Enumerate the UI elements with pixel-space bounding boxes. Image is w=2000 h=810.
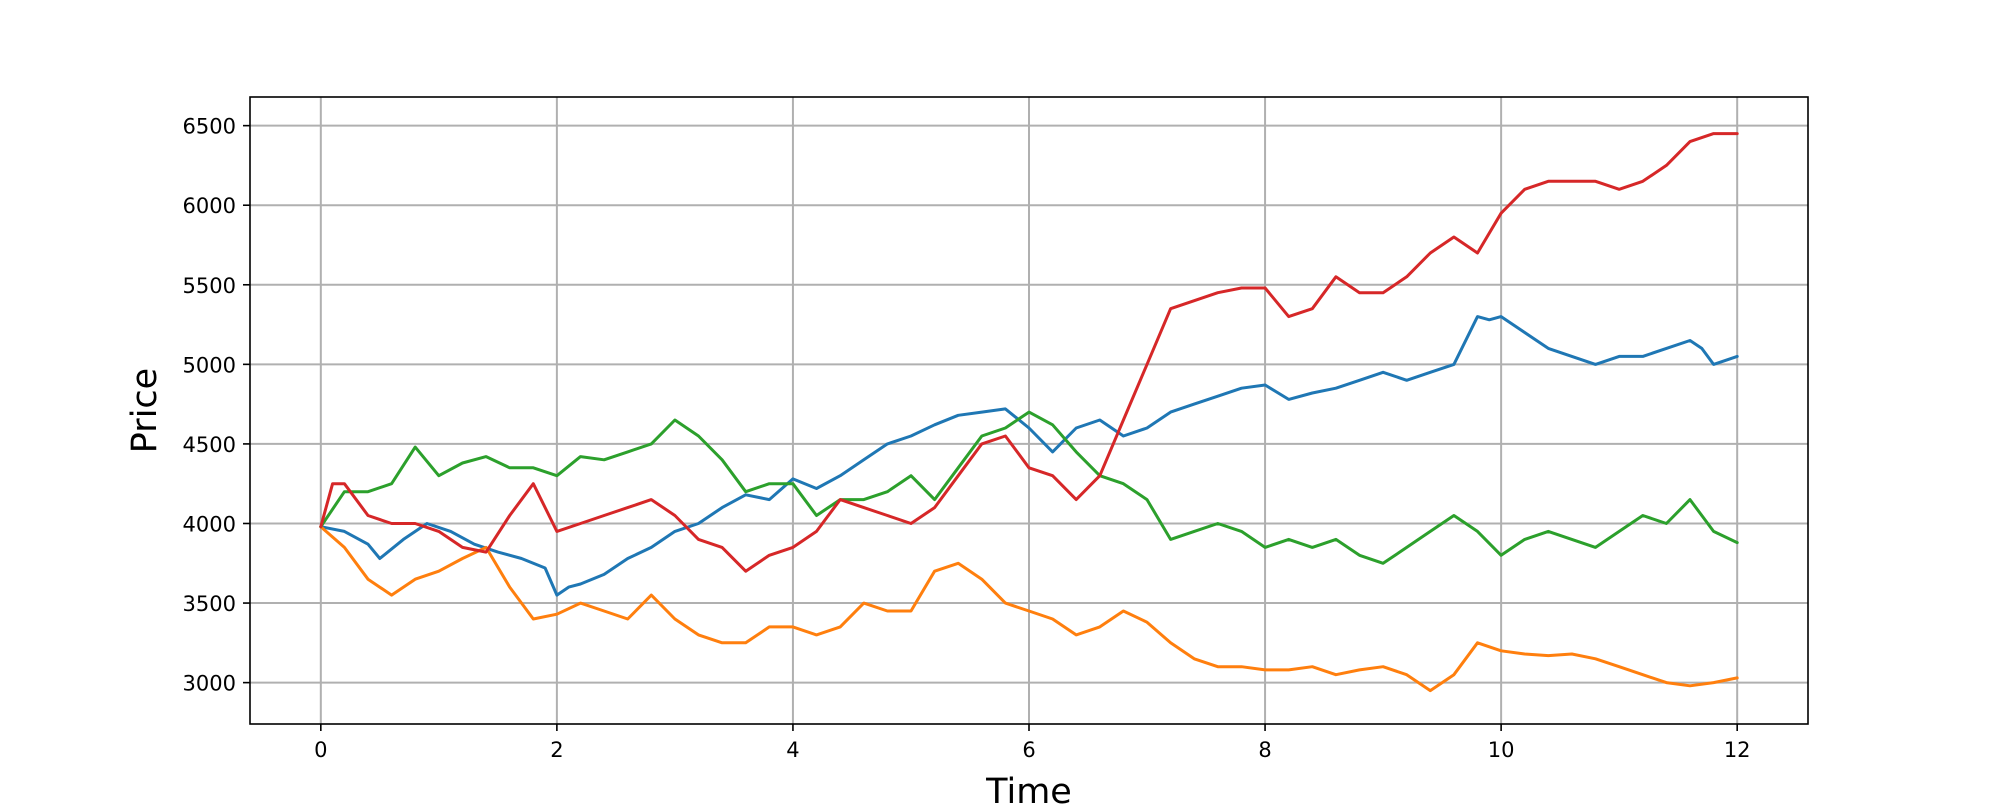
x-tick-label: 4 [786, 738, 799, 762]
y-tick-label: 6000 [183, 194, 236, 218]
series-layer [319, 132, 1739, 693]
y-tick-label: 3500 [183, 592, 236, 616]
y-tick-label: 6500 [183, 115, 236, 139]
series-line-3 [319, 410, 1739, 565]
y-tick-label: 5500 [183, 274, 236, 298]
x-tick-label: 6 [1022, 738, 1035, 762]
x-axis-label: Time [985, 772, 1072, 810]
x-tick-label: 8 [1258, 738, 1271, 762]
axis-ticks: 0 2 4 6 8 10 12 3000 3500 4000 4500 5000 5500 6000 650… [183, 115, 1751, 762]
y-tick-label: 3000 [183, 672, 236, 696]
series-line-4 [319, 132, 1739, 573]
y-axis-label: Price [125, 368, 165, 453]
x-tick-label: 12 [1724, 738, 1751, 762]
y-tick-label: 4000 [183, 512, 236, 536]
series-line-1 [319, 315, 1739, 597]
x-tick-label: 0 [314, 738, 327, 762]
x-tick-label: 10 [1488, 738, 1515, 762]
grid-lines [250, 97, 1808, 724]
y-tick-label: 4500 [183, 433, 236, 457]
series-line-2 [319, 525, 1739, 693]
x-tick-label: 2 [550, 738, 563, 762]
y-tick-label: 5000 [183, 353, 236, 377]
